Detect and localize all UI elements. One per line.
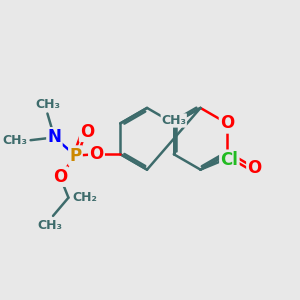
Text: O: O <box>248 159 262 177</box>
Text: CH₃: CH₃ <box>35 98 60 111</box>
Text: CH₂: CH₂ <box>73 191 98 204</box>
Text: O: O <box>220 114 234 132</box>
Text: O: O <box>89 145 103 163</box>
Text: N: N <box>47 128 61 146</box>
Text: CH₃: CH₃ <box>2 134 27 147</box>
Text: O: O <box>53 168 67 186</box>
Text: O: O <box>80 123 94 141</box>
Text: CH₃: CH₃ <box>161 114 186 127</box>
Text: CH₃: CH₃ <box>38 219 63 232</box>
Text: P: P <box>69 147 82 165</box>
Text: Cl: Cl <box>220 151 238 169</box>
